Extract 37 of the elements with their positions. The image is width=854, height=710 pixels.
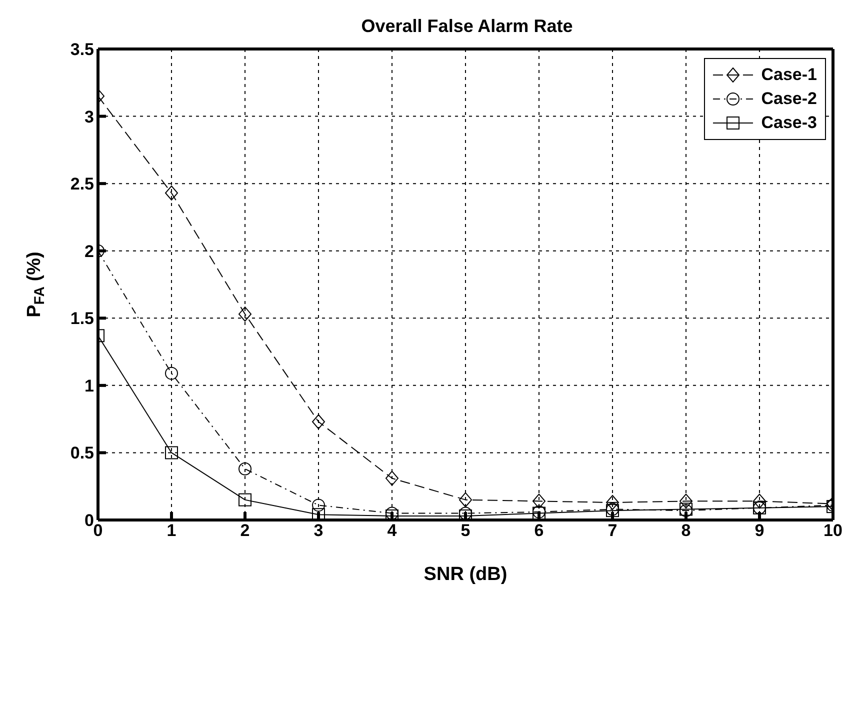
- point: [312, 498, 325, 512]
- point: [532, 494, 546, 509]
- y-tick-label: 2.5: [70, 174, 94, 194]
- legend-label: Case-3: [761, 113, 817, 133]
- y-tick-label: 1.5: [70, 309, 94, 328]
- x-tick-label: 1: [166, 521, 176, 540]
- x-tick-label: 9: [754, 521, 764, 540]
- point: [606, 495, 619, 510]
- x-tick-label: 5: [460, 521, 470, 540]
- x-tick-label: 4: [387, 521, 398, 540]
- point: [238, 493, 252, 506]
- y-tick-label: 1: [84, 376, 94, 396]
- y-tick-label: 0.5: [70, 444, 94, 463]
- legend-label: Case-2: [761, 89, 817, 109]
- x-tick-label: 2: [240, 521, 250, 540]
- point: [238, 462, 252, 476]
- legend-label: Case-1: [761, 65, 817, 85]
- point: [386, 470, 398, 486]
- x-tick-label: 7: [608, 521, 618, 540]
- point: [680, 494, 692, 509]
- chart-title: Overall False Alarm Rate: [361, 16, 573, 36]
- point: [753, 494, 766, 509]
- x-tick-label: 8: [681, 521, 691, 540]
- point: [165, 446, 178, 460]
- x-tick-label: 6: [534, 521, 544, 540]
- y-tick-label: 2: [84, 242, 94, 261]
- point: [238, 306, 252, 322]
- point: [459, 492, 472, 508]
- x-axis-title: SNR (dB): [424, 564, 508, 585]
- point: [312, 414, 325, 430]
- x-tick-label: 3: [314, 521, 324, 540]
- point: [165, 185, 178, 200]
- x-tick-label: 10: [824, 521, 842, 540]
- y-tick-label: 3: [84, 107, 94, 126]
- y-tick-label: 3.5: [70, 40, 94, 60]
- point: [312, 508, 325, 520]
- point: [165, 366, 178, 380]
